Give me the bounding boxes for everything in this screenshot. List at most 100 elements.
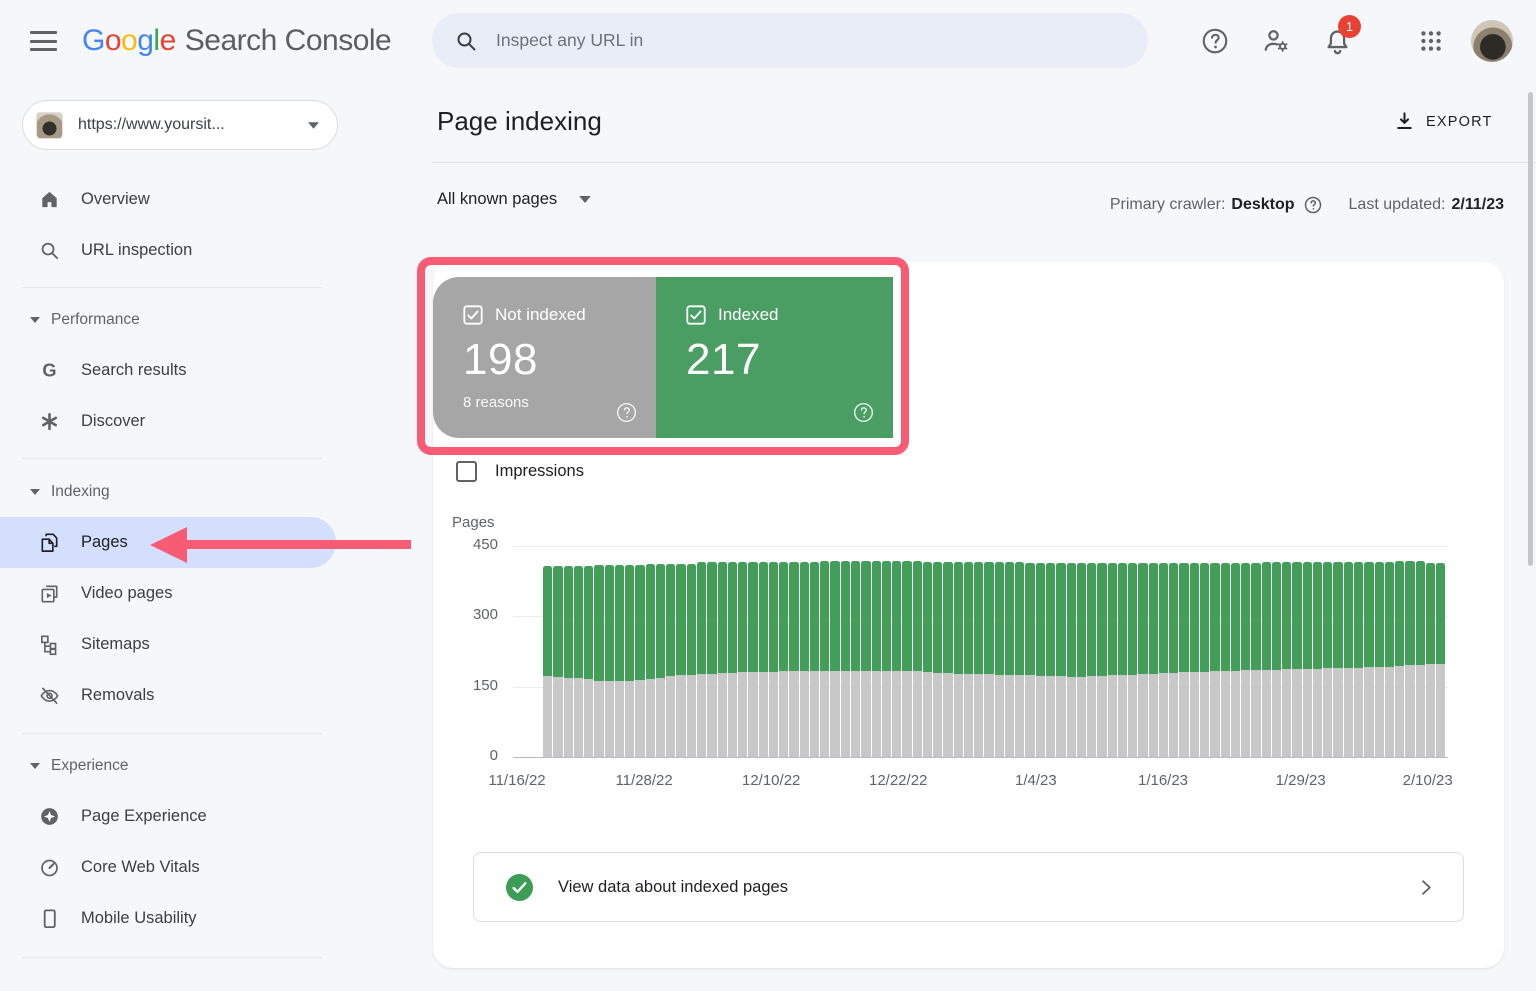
- chart-bar[interactable]: [1148, 563, 1158, 757]
- chart-bar[interactable]: [553, 565, 563, 757]
- chart-bar[interactable]: [1271, 562, 1282, 757]
- chart-bar[interactable]: [686, 563, 696, 757]
- chart-bar[interactable]: [655, 563, 666, 757]
- sidebar-item-sitemaps[interactable]: Sitemaps: [0, 619, 336, 670]
- chart-bar[interactable]: [799, 561, 809, 757]
- chart-bar[interactable]: [1436, 562, 1446, 757]
- chart-bar[interactable]: [1015, 562, 1025, 757]
- apps-grid-button[interactable]: [1410, 20, 1452, 62]
- avatar[interactable]: [1471, 20, 1513, 62]
- chart-bar[interactable]: [1302, 562, 1312, 757]
- chart-bar[interactable]: [748, 561, 758, 757]
- impressions-toggle[interactable]: Impressions: [456, 461, 584, 482]
- chart-bar[interactable]: [635, 564, 645, 757]
- sidebar-item-url-inspection[interactable]: URL inspection: [0, 225, 336, 276]
- chart-bar[interactable]: [1004, 562, 1015, 757]
- sidebar-section-experience[interactable]: Experience: [0, 746, 336, 786]
- chart-bar[interactable]: [1384, 561, 1395, 757]
- chart-bar[interactable]: [1117, 563, 1128, 757]
- chart-bar[interactable]: [984, 562, 994, 757]
- chart-bar[interactable]: [594, 564, 604, 757]
- page-filter-dropdown[interactable]: All known pages: [437, 190, 592, 209]
- chart-bar[interactable]: [1128, 563, 1138, 757]
- chart-bar[interactable]: [604, 564, 614, 757]
- chart-bar[interactable]: [717, 562, 727, 757]
- chart-bar[interactable]: [963, 562, 974, 757]
- chart-bar[interactable]: [1312, 561, 1323, 757]
- chart-bar[interactable]: [1087, 562, 1097, 757]
- chart-bar[interactable]: [994, 562, 1004, 757]
- chart-bar[interactable]: [573, 565, 584, 757]
- chart-bar[interactable]: [1364, 561, 1374, 757]
- chart-bar[interactable]: [696, 562, 707, 757]
- chart-bar[interactable]: [1353, 561, 1364, 757]
- chart-bar[interactable]: [707, 562, 717, 757]
- chart-bar[interactable]: [1200, 562, 1210, 757]
- indexed-card[interactable]: Indexed 217: [656, 277, 893, 438]
- url-inspection-search-bar[interactable]: Inspect any URL in: [432, 13, 1148, 68]
- scrollbar-thumb[interactable]: [1528, 92, 1533, 566]
- chart-bar[interactable]: [789, 561, 799, 757]
- chart-bar[interactable]: [943, 562, 953, 757]
- chart-bar[interactable]: [1292, 562, 1302, 757]
- chart-bar[interactable]: [727, 562, 738, 757]
- chart-bar[interactable]: [1405, 561, 1415, 757]
- chart-bar[interactable]: [563, 565, 573, 757]
- chart-bar[interactable]: [922, 562, 933, 757]
- chart-bar[interactable]: [1282, 562, 1292, 757]
- chart-bar[interactable]: [1158, 563, 1169, 757]
- chart-bar[interactable]: [1179, 562, 1189, 757]
- chart-bar[interactable]: [676, 563, 686, 757]
- chart-bar[interactable]: [871, 561, 881, 757]
- chart-bar[interactable]: [1261, 562, 1271, 757]
- chart-bar[interactable]: [912, 561, 922, 757]
- checkbox-checked-icon[interactable]: [463, 305, 483, 325]
- sidebar-item-pages[interactable]: Pages: [0, 517, 336, 568]
- chart-bar[interactable]: [1189, 562, 1199, 757]
- sidebar-item-mobile-usability[interactable]: Mobile Usability: [0, 893, 336, 944]
- chart-bar[interactable]: [1097, 563, 1107, 757]
- chart-bar[interactable]: [1220, 562, 1230, 757]
- sidebar-item-video-pages[interactable]: Video pages: [0, 568, 336, 619]
- sidebar-item-page-experience[interactable]: Page Experience: [0, 791, 336, 842]
- chart-bar[interactable]: [1066, 562, 1076, 757]
- help-icon[interactable]: [615, 401, 638, 424]
- user-settings-button[interactable]: [1255, 20, 1297, 62]
- chart-bar[interactable]: [584, 565, 594, 757]
- chart-bar[interactable]: [902, 561, 912, 757]
- export-button[interactable]: EXPORT: [1385, 106, 1501, 137]
- not-indexed-card[interactable]: Not indexed 198 8 reasons: [433, 277, 656, 438]
- chart-bar[interactable]: [614, 564, 625, 757]
- chart-bar[interactable]: [1251, 562, 1261, 757]
- chart-bar[interactable]: [820, 561, 830, 757]
- sidebar-item-discover[interactable]: Discover: [0, 396, 336, 447]
- sidebar-item-core-web-vitals[interactable]: Core Web Vitals: [0, 842, 336, 893]
- help-icon[interactable]: [852, 401, 875, 424]
- sidebar-section-performance[interactable]: Performance: [0, 300, 336, 340]
- chart-bar[interactable]: [840, 561, 850, 757]
- chart-bar[interactable]: [892, 561, 902, 757]
- chart-bar[interactable]: [1056, 562, 1066, 757]
- chart-bar[interactable]: [768, 562, 779, 757]
- chart-bar[interactable]: [758, 562, 768, 757]
- sidebar-section-indexing[interactable]: Indexing: [0, 472, 336, 512]
- help-button[interactable]: [1194, 20, 1236, 62]
- chart-bar[interactable]: [974, 562, 984, 757]
- chart-bar[interactable]: [881, 561, 892, 757]
- chart-bar[interactable]: [738, 562, 748, 757]
- chart-bar[interactable]: [861, 561, 871, 757]
- chart-bar[interactable]: [543, 565, 553, 757]
- chart-bar[interactable]: [830, 561, 840, 757]
- chart-bar[interactable]: [953, 562, 963, 757]
- chart-bar[interactable]: [850, 561, 861, 757]
- checkbox-checked-icon[interactable]: [686, 305, 706, 325]
- chart-bar[interactable]: [1025, 562, 1035, 757]
- chart-bar[interactable]: [1333, 562, 1343, 757]
- chart-bar[interactable]: [779, 561, 789, 757]
- chart-bar[interactable]: [1415, 561, 1425, 757]
- property-selector[interactable]: https://www.yoursit...: [22, 100, 338, 150]
- chart-bar[interactable]: [1395, 561, 1405, 757]
- sidebar-item-removals[interactable]: Removals: [0, 670, 336, 721]
- chart-bar[interactable]: [625, 564, 635, 757]
- chart-bar[interactable]: [1241, 562, 1251, 757]
